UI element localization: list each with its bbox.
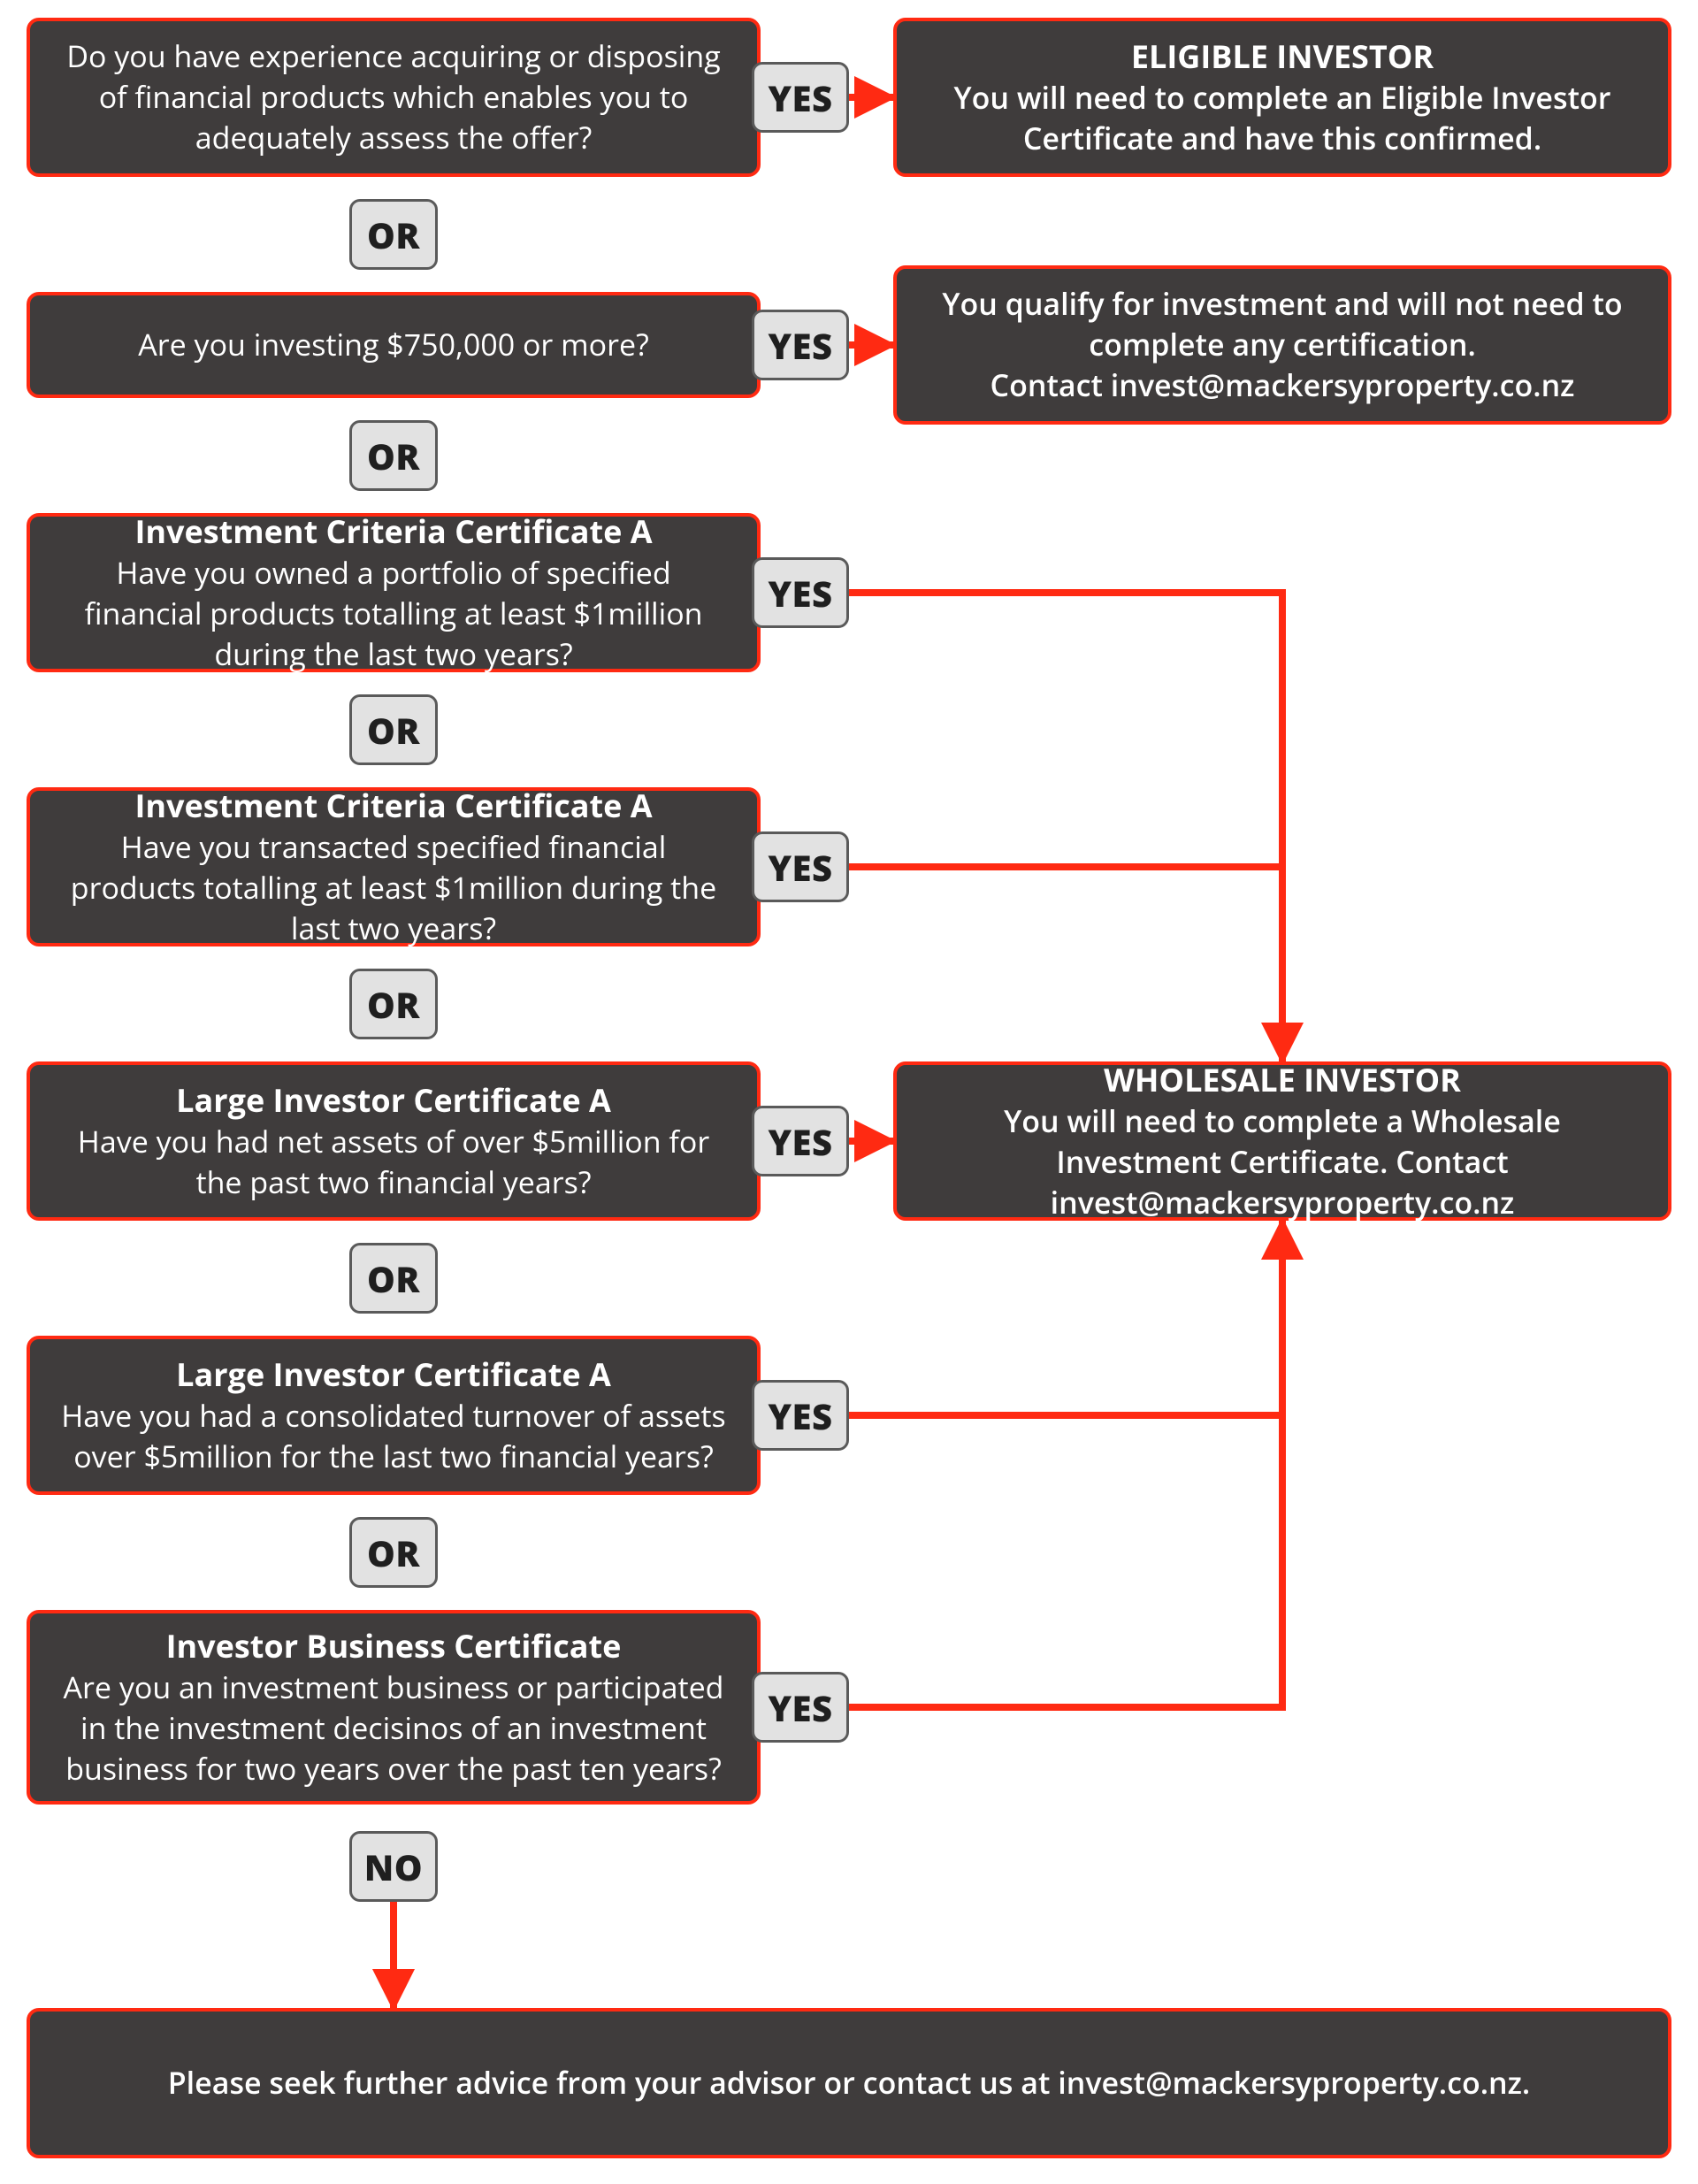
question-q4: Investment Criteria Certificate AHave yo… <box>27 787 761 946</box>
or-tag-q1: OR <box>349 199 438 270</box>
question-q7-body: Are you an investment business or partic… <box>55 1667 732 1789</box>
or-tag-q5: OR <box>349 1243 438 1314</box>
flowchart-stage: Do you have experience acquiring or disp… <box>0 0 1698 2184</box>
question-q1-body: Do you have experience acquiring or disp… <box>55 36 732 158</box>
question-q5-body: Have you had net assets of over $5millio… <box>55 1122 732 1203</box>
question-q2: Are you investing $750,000 or more? <box>27 292 761 398</box>
result-r1: ELIGIBLE INVESTORYou will need to comple… <box>893 18 1671 177</box>
question-q1: Do you have experience acquiring or disp… <box>27 18 761 177</box>
footer-body: Please seek further advice from your adv… <box>168 2063 1530 2104</box>
yes-tag-q1: YES <box>752 62 849 133</box>
yes-tag-q7: YES <box>752 1672 849 1743</box>
question-q4-body: Have you transacted specified financial … <box>55 827 732 949</box>
yes-tag-q4: YES <box>752 831 849 902</box>
yes-tag-q2: YES <box>752 310 849 380</box>
question-q6-body: Have you had a consolidated turnover of … <box>55 1396 732 1477</box>
question-q2-body: Are you investing $750,000 or more? <box>138 325 649 365</box>
yes-tag-q5: YES <box>752 1106 849 1176</box>
question-q6-title: Large Investor Certificate A <box>176 1353 611 1397</box>
result-r2: You qualify for investment and will not … <box>893 265 1671 425</box>
question-q7: Investor Business CertificateAre you an … <box>27 1610 761 1805</box>
result-r2-body: You qualify for investment and will not … <box>922 284 1643 406</box>
question-q5-title: Large Investor Certificate A <box>176 1079 611 1123</box>
question-q7-title: Investor Business Certificate <box>166 1625 622 1668</box>
question-q5: Large Investor Certificate AHave you had… <box>27 1061 761 1221</box>
question-q6: Large Investor Certificate AHave you had… <box>27 1336 761 1495</box>
yes-tag-q6: YES <box>752 1380 849 1451</box>
result-r3: WHOLESALE INVESTORYou will need to compl… <box>893 1061 1671 1221</box>
or-tag-q6: OR <box>349 1517 438 1588</box>
footer-box: Please seek further advice from your adv… <box>27 2008 1671 2158</box>
result-r3-body: You will need to complete a Wholesale In… <box>922 1101 1643 1223</box>
question-q3-body: Have you owned a portfolio of specified … <box>55 553 732 675</box>
result-r3-title: WHOLESALE INVESTOR <box>1104 1059 1461 1102</box>
or-tag-q4: OR <box>349 969 438 1039</box>
result-r1-body: You will need to complete an Eligible In… <box>922 78 1643 159</box>
no-tag: NO <box>349 1831 438 1902</box>
or-tag-q2: OR <box>349 420 438 491</box>
question-q3: Investment Criteria Certificate AHave yo… <box>27 513 761 672</box>
result-r1-title: ELIGIBLE INVESTOR <box>1131 35 1434 79</box>
question-q3-title: Investment Criteria Certificate A <box>134 510 652 554</box>
or-tag-q3: OR <box>349 694 438 765</box>
yes-tag-q3: YES <box>752 557 849 628</box>
question-q4-title: Investment Criteria Certificate A <box>134 785 652 828</box>
